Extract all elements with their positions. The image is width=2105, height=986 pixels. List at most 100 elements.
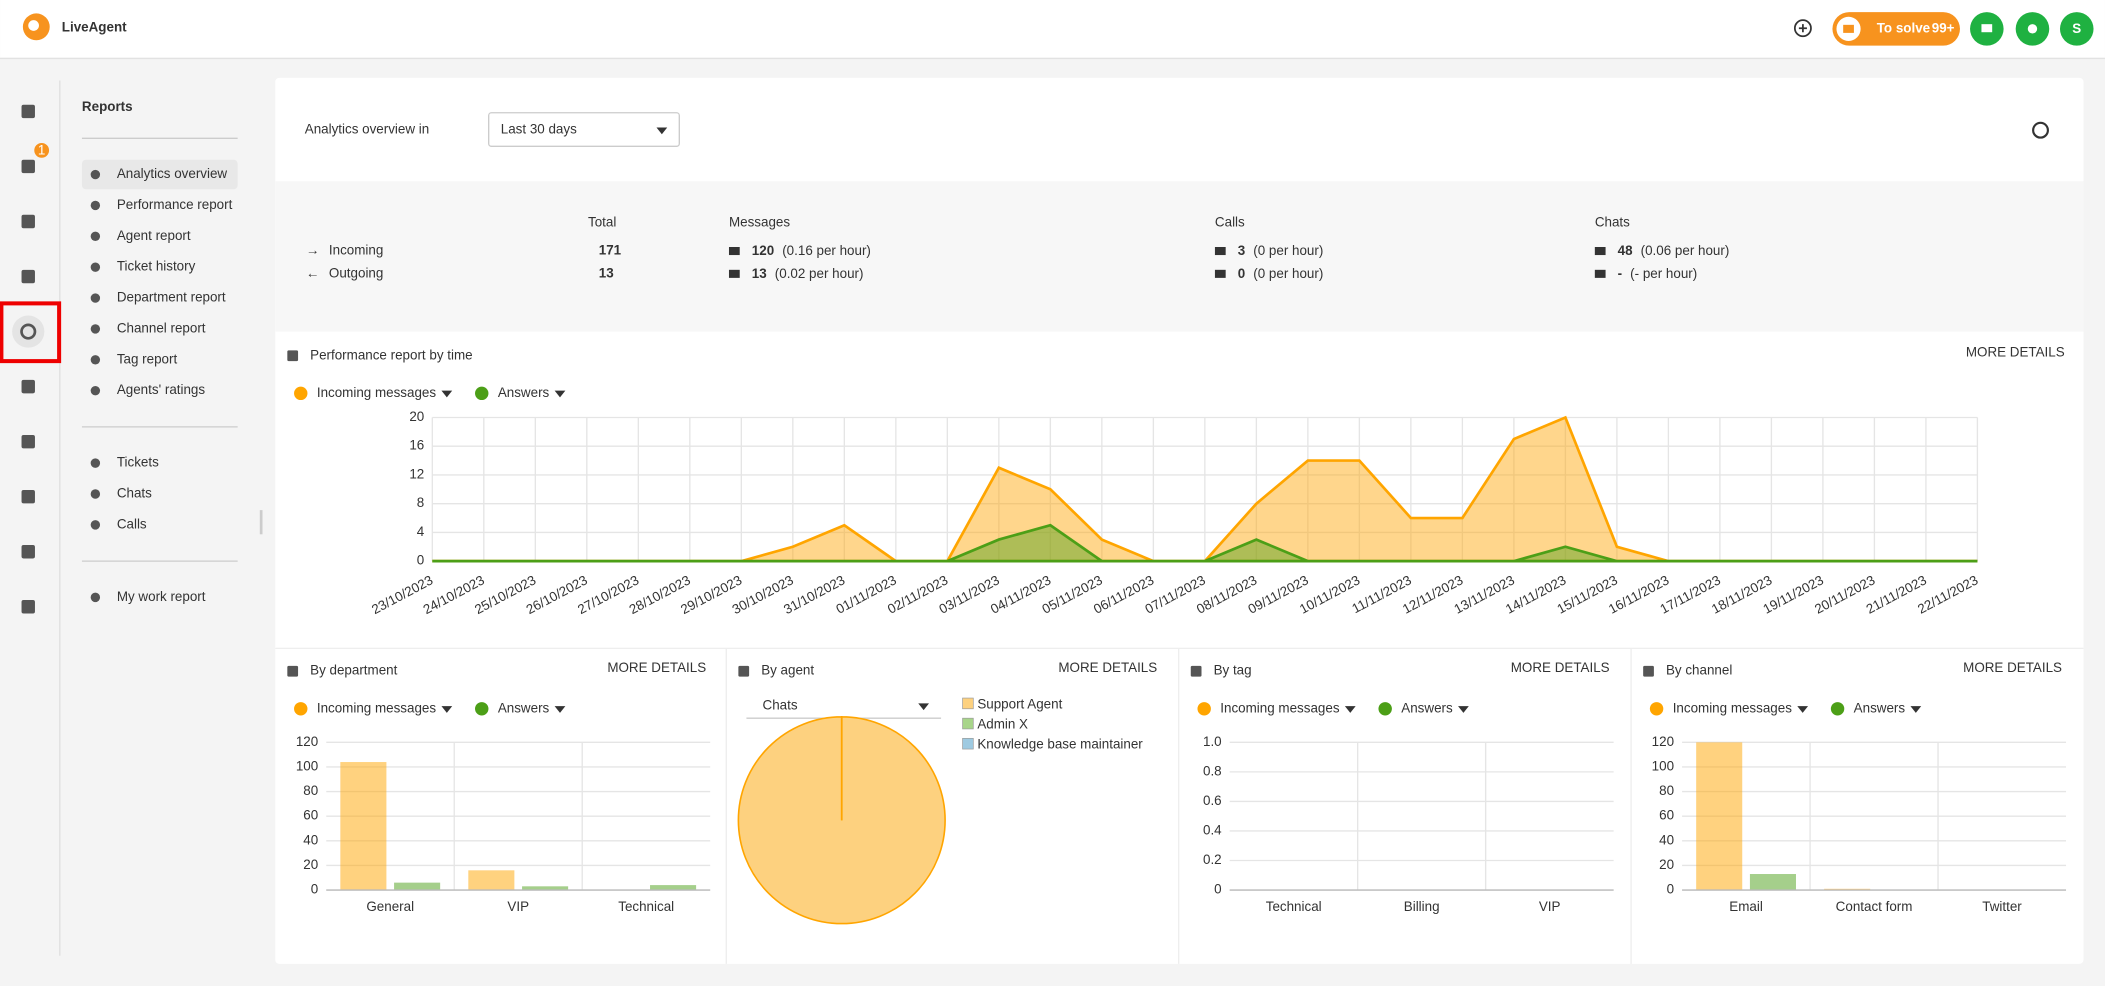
logo: LiveAgent	[62, 20, 127, 35]
to-solve-envelope	[1843, 24, 1854, 33]
x-tick-label: Technical	[1266, 899, 1322, 914]
menu-icon	[90, 592, 101, 603]
more-details[interactable]: MORE DETAILS	[1511, 660, 1610, 675]
menu-icon	[90, 489, 101, 499]
legend-label[interactable]: Admin X	[977, 716, 1028, 731]
menu-title: Reports	[82, 99, 133, 114]
menu-item[interactable]: Channel report	[117, 320, 206, 335]
row-label: Incoming	[329, 243, 383, 258]
y-tick-label: 20	[1659, 857, 1674, 872]
column-header: Total	[588, 214, 616, 229]
menu-item[interactable]: Department report	[117, 290, 226, 305]
menu-item[interactable]: My work report	[117, 589, 206, 604]
refresh-icon	[2032, 121, 2049, 139]
y-tick-label: 20	[303, 857, 318, 872]
menu-item[interactable]: Tickets	[117, 455, 159, 470]
stat: 120 (0.16 per hour)	[752, 243, 871, 258]
bar	[522, 886, 569, 891]
stat-icon	[1214, 269, 1226, 278]
legend-label[interactable]: Incoming messages	[1673, 700, 1793, 715]
panel-title: By department	[310, 663, 397, 678]
more-details[interactable]: MORE DETAILS	[1966, 345, 2065, 360]
stat-icon	[728, 247, 740, 256]
y-tick-label: 80	[303, 783, 318, 798]
y-tick-label: 20	[409, 409, 424, 424]
stat-icon	[1214, 247, 1226, 256]
nav-icon	[21, 269, 35, 284]
legend-label[interactable]: Answers	[498, 700, 550, 715]
stat-icon	[1594, 269, 1606, 278]
dropdown-arrow	[554, 390, 566, 398]
header-action	[2059, 12, 2094, 46]
stat-rate: (0.16 per hour)	[782, 243, 871, 258]
x-tick-label: Contact form	[1836, 899, 1913, 914]
stat-value: 48	[1618, 243, 1633, 258]
to-solve-label[interactable]: To solve	[1877, 20, 1930, 35]
menu-item[interactable]: Calls	[117, 516, 147, 531]
stat-rate: (0.02 per hour)	[775, 265, 864, 280]
nav-icon	[21, 489, 35, 504]
more-details[interactable]: MORE DETAILS	[1058, 660, 1157, 675]
y-tick-label: 100	[296, 759, 318, 774]
area	[432, 523, 1978, 563]
panel-icon	[1190, 665, 1202, 677]
stat-value: 3	[1238, 243, 1245, 258]
direction-arrow: ←	[306, 265, 319, 280]
menu-item[interactable]: Chats	[117, 486, 152, 501]
menu-item[interactable]: Ticket history	[117, 259, 196, 274]
overview-title: Analytics overview in	[305, 122, 429, 137]
dropdown-arrow	[918, 703, 929, 711]
menu-item[interactable]: Performance report	[117, 197, 233, 212]
y-tick-label: 0.8	[1203, 763, 1222, 778]
add-button	[1793, 19, 1812, 38]
legend-label[interactable]: Answers	[498, 385, 550, 400]
y-tick-label: 0	[1214, 882, 1221, 897]
more-details[interactable]: MORE DETAILS	[607, 660, 706, 675]
nav-icon	[21, 104, 35, 119]
nav-icon	[21, 379, 35, 394]
x-tick-label: VIP	[507, 899, 529, 914]
dropdown-arrow	[1458, 706, 1469, 713]
menu-icon	[90, 520, 101, 530]
nav-icon	[21, 600, 35, 614]
legend-label[interactable]: Answers	[1401, 700, 1453, 715]
to-solve-count[interactable]: 99+	[1932, 20, 1955, 35]
stat: 13 (0.02 per hour)	[752, 265, 864, 280]
nav-icon	[21, 545, 35, 559]
menu-item[interactable]: Tag report	[117, 351, 178, 366]
stat-value: 0	[1238, 265, 1245, 280]
legend-label[interactable]: Incoming messages	[1220, 700, 1340, 715]
more-details[interactable]: MORE DETAILS	[1963, 660, 2062, 675]
legend-label[interactable]: Answers	[1854, 700, 1906, 715]
menu-item[interactable]: Analytics overview	[117, 166, 228, 181]
legend-label[interactable]: Knowledge base maintainer	[977, 737, 1143, 752]
y-tick-label: 1.0	[1203, 734, 1222, 749]
pie-filter[interactable]: Chats	[763, 698, 798, 713]
bar	[340, 762, 387, 891]
panel-icon	[738, 665, 750, 677]
y-tick-label: 12	[409, 466, 424, 481]
legend-label[interactable]: Incoming messages	[317, 385, 437, 400]
period-value[interactable]: Last 30 days	[501, 122, 577, 137]
legend-label[interactable]: Incoming messages	[317, 700, 437, 715]
legend-marker	[962, 717, 974, 730]
nav-icon	[21, 214, 35, 229]
y-tick-label: 16	[409, 438, 424, 453]
y-tick-label: 0.2	[1203, 852, 1222, 867]
legend-label[interactable]: Support Agent	[977, 696, 1062, 711]
phone-icon	[2027, 24, 2038, 34]
header	[0, 0, 2105, 58]
menu-item[interactable]: Agent report	[117, 228, 191, 243]
legend-marker	[1378, 702, 1392, 716]
menu-icon	[90, 169, 101, 180]
y-tick-label: 8	[417, 495, 424, 510]
legend-marker	[1649, 702, 1664, 716]
menu-item[interactable]: Agents' ratings	[117, 382, 206, 397]
nav-icon-active-bg	[12, 315, 45, 348]
x-tick-label: Billing	[1404, 899, 1440, 914]
panel-title: By agent	[761, 663, 814, 678]
bar	[1696, 742, 1743, 891]
menu-item-selected	[81, 159, 238, 190]
dropdown-arrow	[554, 706, 566, 713]
nav-highlight	[0, 301, 62, 364]
